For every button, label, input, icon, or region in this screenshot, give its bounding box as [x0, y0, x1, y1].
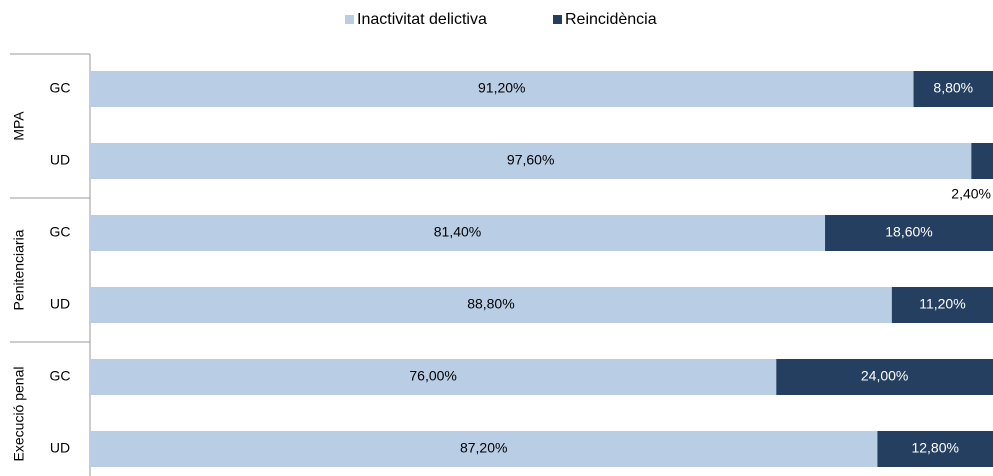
value-label: 12,80%	[911, 440, 958, 456]
category-label: GC	[50, 80, 71, 96]
bar-segment	[90, 359, 777, 395]
value-label: 11,20%	[919, 296, 965, 312]
category-label: UD	[50, 152, 70, 168]
legend-label: Reincidència	[565, 11, 657, 28]
bar-segment	[913, 71, 993, 107]
value-label: 81,40%	[434, 224, 481, 240]
category-label: UD	[50, 296, 70, 312]
category-label: GC	[50, 224, 71, 240]
legend-swatch	[345, 15, 354, 24]
bar-segment	[877, 431, 993, 467]
category-label: UD	[50, 440, 70, 456]
group-label: Execució penal	[11, 367, 27, 462]
value-label: 76,00%	[409, 368, 456, 384]
value-label: 97,60%	[507, 152, 554, 168]
group-label: Penitenciaria	[11, 229, 27, 310]
category-label: GC	[50, 368, 71, 384]
bar-segment	[825, 215, 993, 251]
value-label: 87,20%	[460, 440, 507, 456]
value-label: 8,80%	[933, 80, 973, 96]
legend-swatch	[553, 15, 562, 24]
value-label: 91,20%	[478, 80, 525, 96]
bar-segment	[90, 71, 914, 107]
value-label: 2,40%	[951, 186, 991, 202]
value-label: 18,60%	[885, 224, 932, 240]
bar-segment	[90, 287, 892, 323]
bar-segment	[776, 359, 993, 395]
bar-segment	[971, 143, 993, 179]
bar-segment	[90, 215, 826, 251]
bar-segment	[891, 287, 993, 323]
value-label: 88,80%	[467, 296, 514, 312]
legend-label: Inactivitat delictiva	[357, 11, 487, 28]
bar-segment	[90, 143, 972, 179]
value-label: 24,00%	[861, 368, 908, 384]
group-label: MPA	[11, 111, 27, 141]
bar-segment	[90, 431, 878, 467]
